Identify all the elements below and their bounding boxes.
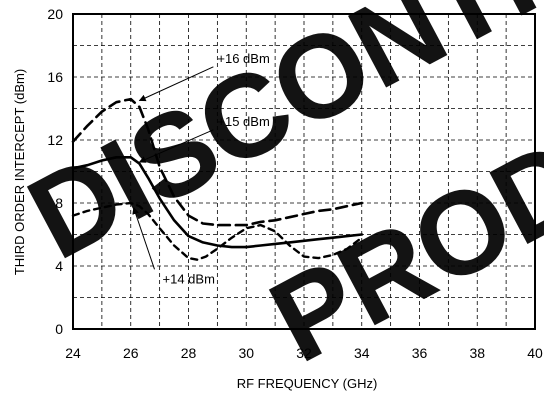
x-axis-label: RF FREQUENCY (GHz) [237,376,378,391]
y-tick-label: 20 [47,6,63,22]
x-tick-label: 28 [181,345,197,361]
grid [73,14,535,329]
y-axis-label: THIRD ORDER INTERCEPT (dBm) [12,69,27,275]
y-tick-label: 4 [55,258,63,274]
x-tick-label: 26 [123,345,139,361]
y-tick-label: 12 [47,132,63,148]
series-line-3 [71,201,363,261]
x-tick-label: 38 [469,345,485,361]
annotation-arrow [138,66,214,102]
y-tick-label: 0 [55,321,63,337]
y-tick-label: 16 [47,69,63,85]
plot-frame [72,13,536,330]
annotations: +16 dBm +15 dBm +14 dBm [132,51,270,286]
y-tick-label: 8 [55,195,63,211]
x-tick-label: 30 [238,345,254,361]
annotation-arrow [138,129,214,163]
series-line-1 [71,97,364,227]
x-tick-label: 24 [65,345,81,361]
x-tick-label: 40 [527,345,543,361]
x-tick-label: 32 [296,345,312,361]
series-lines [71,97,364,261]
x-tick-label: 36 [412,345,428,361]
series-line-2 [71,156,364,249]
annotation-label: +16 dBm [217,51,269,66]
annotation-label: +14 dBm [163,271,215,286]
annotation-label: +15 dBm [217,114,269,129]
tick-labels: 24 26 28 30 32 34 36 38 40 0 4 8 12 16 20 [47,6,543,361]
x-tick-label: 34 [354,345,370,361]
annotation-arrow [132,207,155,270]
